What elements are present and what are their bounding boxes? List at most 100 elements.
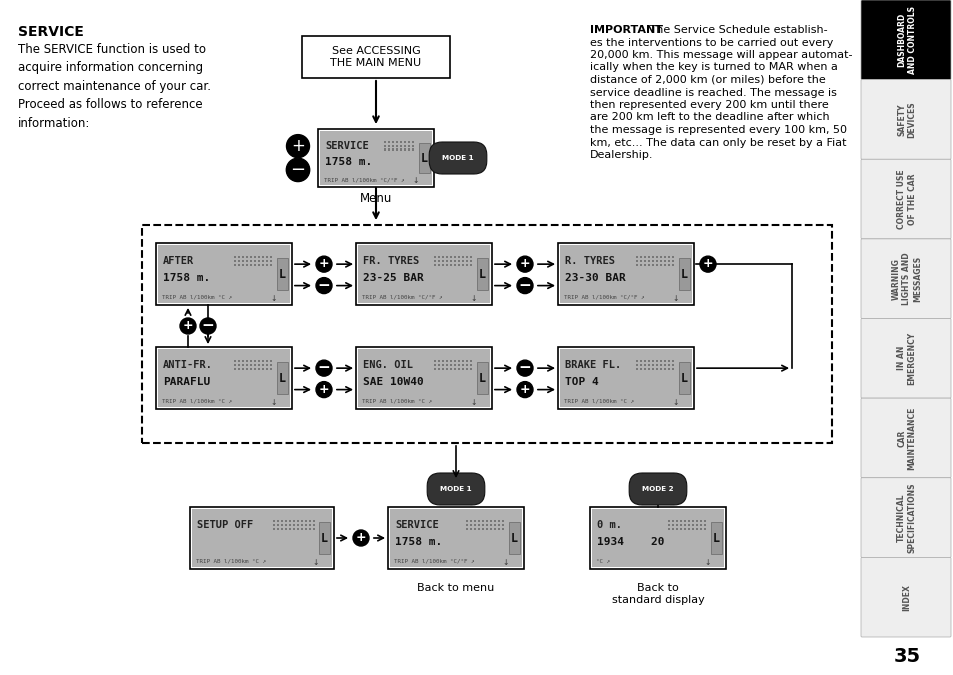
Bar [663, 368, 666, 371]
Bar [671, 260, 674, 263]
Bar [501, 528, 504, 531]
Bar [676, 528, 678, 531]
Bar [703, 520, 706, 522]
Text: 23-30 BAR: 23-30 BAR [564, 273, 625, 283]
Bar [703, 524, 706, 527]
FancyBboxPatch shape [861, 239, 950, 319]
Bar [643, 260, 646, 263]
Bar [253, 264, 256, 267]
Bar [192, 509, 332, 567]
Bar [246, 360, 248, 362]
Circle shape [517, 360, 533, 376]
Bar [474, 520, 476, 522]
Bar [270, 260, 273, 263]
Bar [465, 260, 468, 263]
Bar [437, 364, 440, 367]
Bar [470, 520, 472, 522]
Bar [589, 507, 725, 569]
Circle shape [517, 256, 533, 272]
Text: TECHNICAL
SPECIFICATIONS: TECHNICAL SPECIFICATIONS [897, 483, 916, 553]
Text: +: + [291, 137, 305, 155]
Bar [257, 368, 260, 371]
Text: −: − [290, 161, 305, 179]
Bar [643, 360, 646, 362]
Bar [663, 264, 666, 267]
Bar [691, 520, 694, 522]
FancyBboxPatch shape [861, 558, 950, 637]
Bar [671, 256, 674, 259]
Bar [671, 264, 674, 267]
Text: FR. TYRES: FR. TYRES [363, 256, 418, 266]
Bar [465, 364, 468, 367]
Bar [465, 264, 468, 267]
Bar [270, 264, 273, 267]
Bar [639, 260, 641, 263]
Text: IN AN
EMERGENCY: IN AN EMERGENCY [897, 331, 916, 385]
Bar [296, 528, 299, 531]
FancyBboxPatch shape [861, 80, 950, 159]
Bar [639, 264, 641, 267]
Bar [477, 520, 480, 522]
Text: R. TYRES: R. TYRES [564, 256, 615, 266]
Bar [477, 528, 480, 531]
Text: +: + [519, 257, 530, 270]
Bar [250, 368, 253, 371]
Bar [636, 368, 638, 371]
Bar [485, 524, 488, 527]
Bar [276, 528, 279, 531]
Bar [461, 264, 464, 267]
Bar [270, 364, 273, 367]
Bar [293, 528, 295, 531]
Bar [276, 362, 288, 394]
Bar [465, 368, 468, 371]
Bar [647, 256, 650, 259]
Bar [437, 260, 440, 263]
Bar [281, 520, 283, 522]
Bar [158, 245, 290, 303]
Bar [441, 256, 444, 259]
Text: Menu: Menu [359, 192, 392, 205]
Bar [656, 256, 658, 259]
Bar [233, 368, 236, 371]
Bar [237, 368, 240, 371]
Bar [700, 520, 701, 522]
Text: +: + [182, 319, 193, 332]
Bar [470, 524, 472, 527]
Text: ↓: ↓ [271, 294, 277, 303]
Text: 1758 m.: 1758 m. [395, 537, 442, 547]
Bar [309, 528, 312, 531]
Bar [501, 524, 504, 527]
Text: MODE 2: MODE 2 [641, 486, 673, 492]
Bar [246, 364, 248, 367]
Bar [242, 264, 244, 267]
Bar [470, 264, 472, 267]
FancyBboxPatch shape [861, 398, 950, 478]
Bar [659, 264, 661, 267]
Bar [639, 364, 641, 367]
Text: Back to
standard display: Back to standard display [611, 583, 703, 605]
Bar [399, 148, 402, 151]
Bar [679, 524, 681, 527]
Text: SAFETY
DEVICES: SAFETY DEVICES [897, 101, 916, 138]
Bar [651, 256, 654, 259]
Circle shape [700, 256, 716, 272]
Bar [647, 264, 650, 267]
Bar [253, 368, 256, 371]
Bar [497, 528, 500, 531]
Bar [474, 528, 476, 531]
Text: are 200 km left to the deadline after which: are 200 km left to the deadline after wh… [589, 113, 829, 122]
Text: ↓: ↓ [672, 398, 679, 407]
Bar [710, 522, 721, 554]
Bar [636, 360, 638, 362]
Bar [305, 528, 307, 531]
Text: The Service Schedule establish-: The Service Schedule establish- [645, 25, 827, 35]
Text: +: + [355, 531, 366, 544]
Bar [679, 362, 689, 394]
Bar [454, 256, 456, 259]
FancyBboxPatch shape [861, 319, 950, 398]
Text: See ACCESSING
THE MAIN MENU: See ACCESSING THE MAIN MENU [330, 46, 421, 68]
Bar [667, 520, 670, 522]
Bar [392, 144, 395, 147]
Text: −: − [201, 318, 214, 333]
Text: CORRECT USE
OF THE CAR: CORRECT USE OF THE CAR [897, 169, 916, 229]
